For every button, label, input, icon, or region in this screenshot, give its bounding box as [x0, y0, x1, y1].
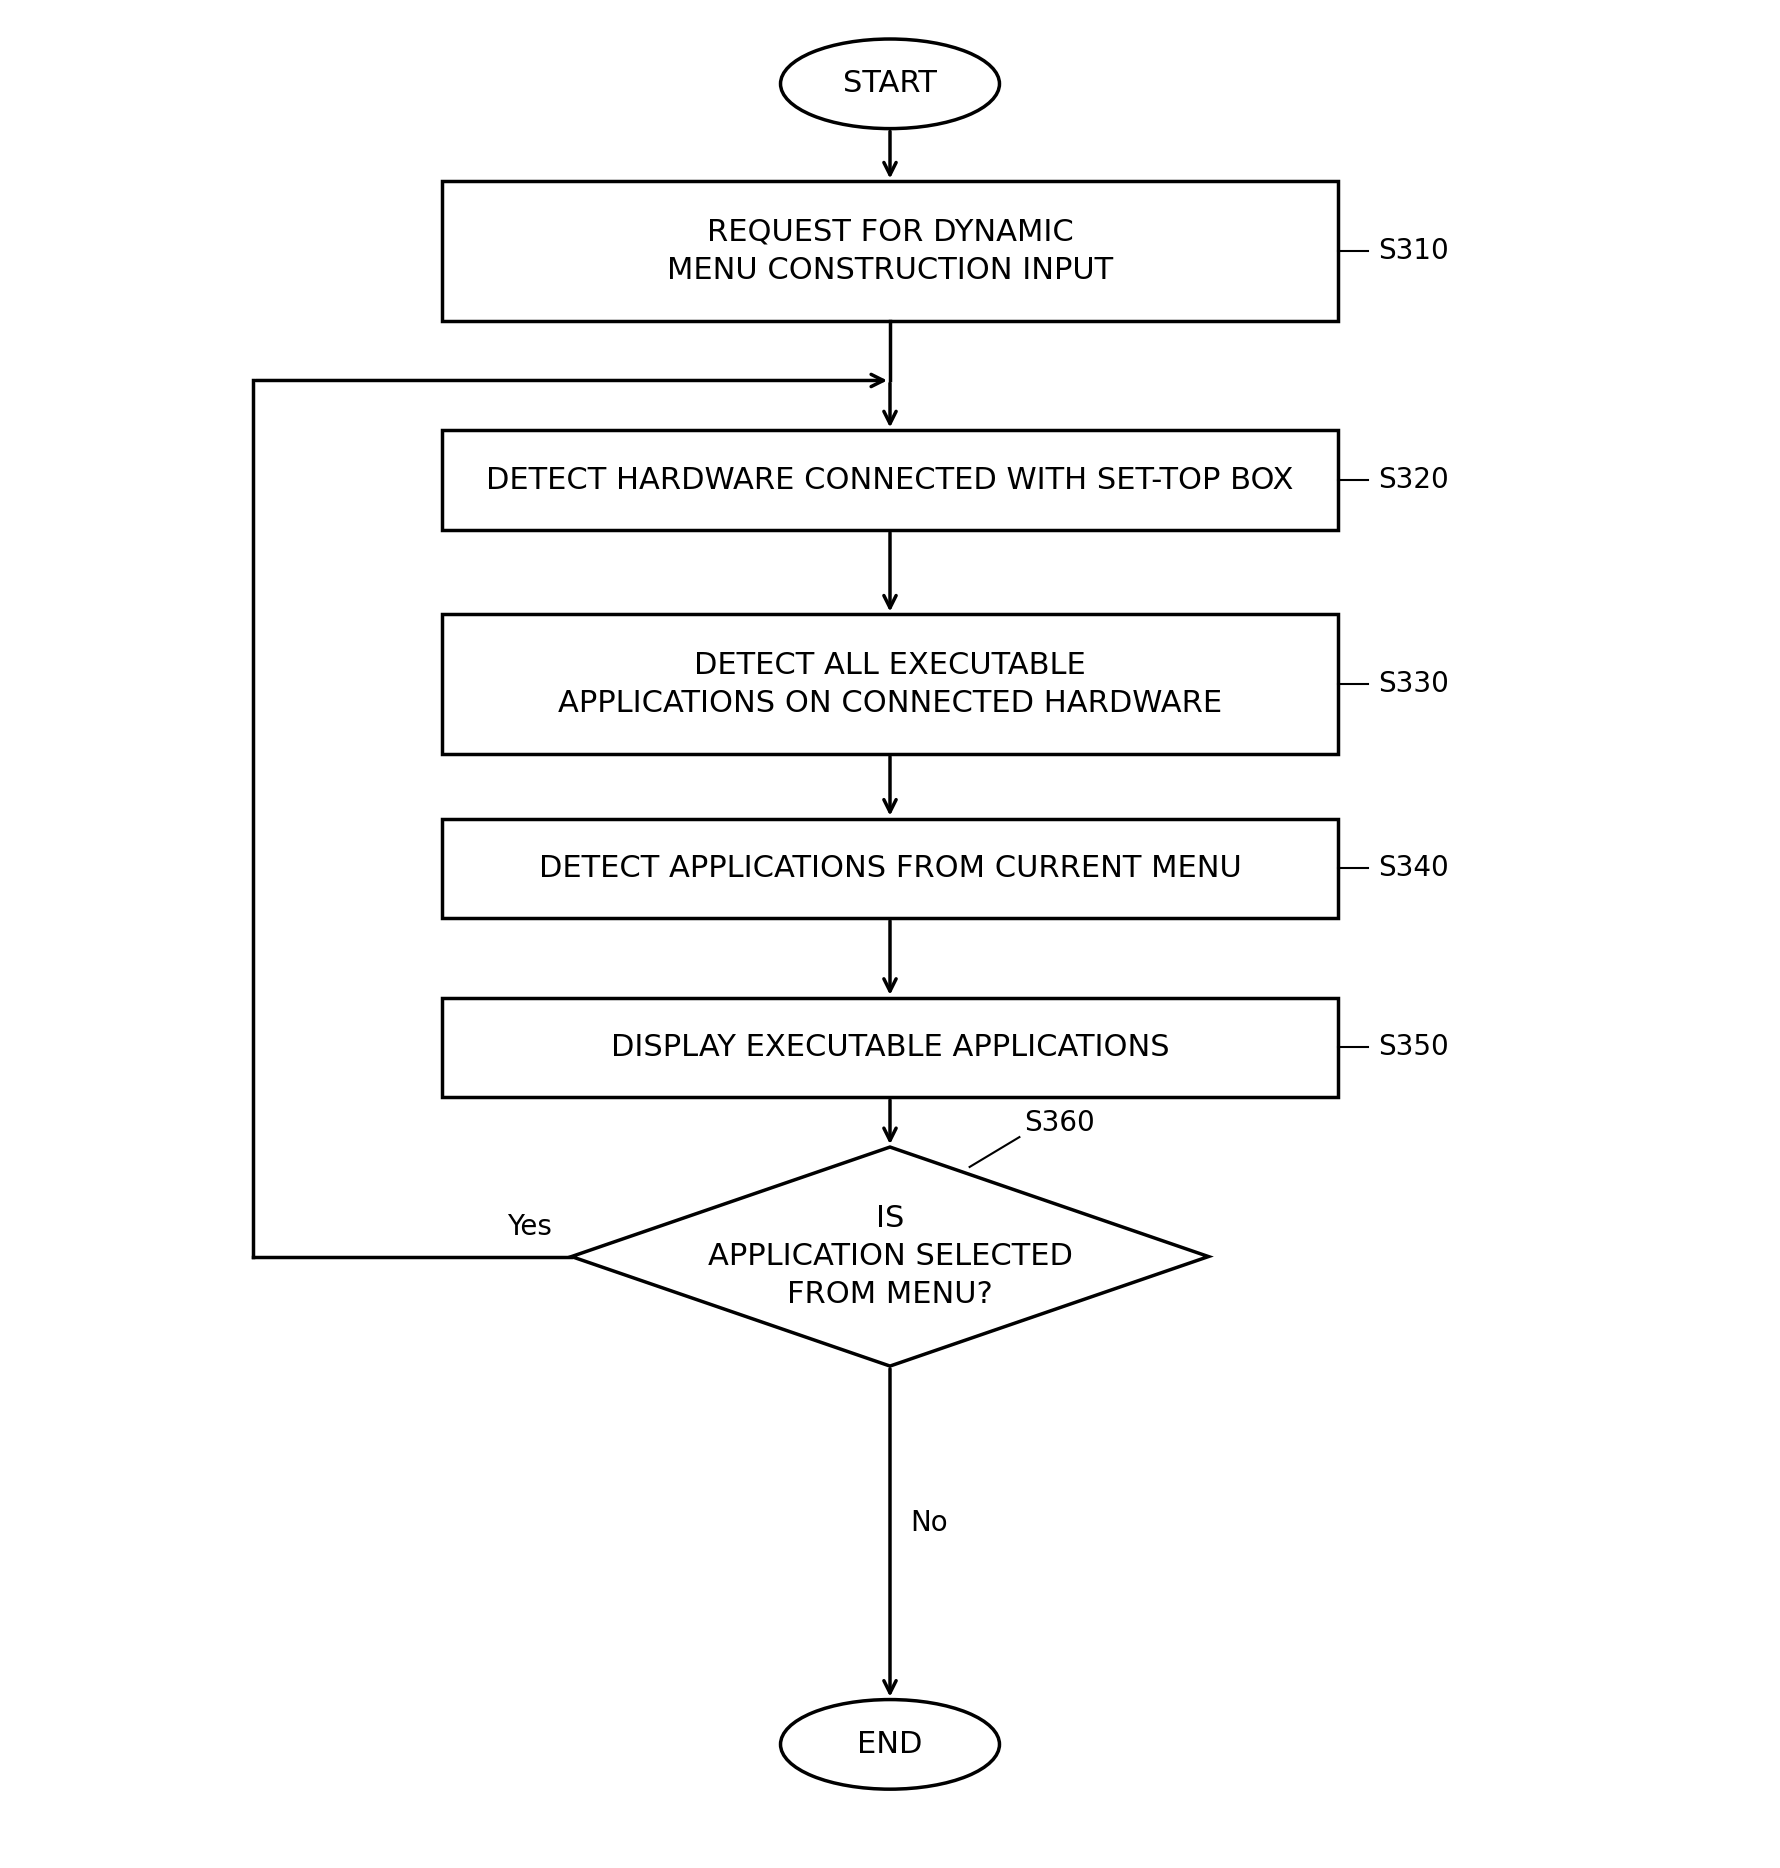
Ellipse shape	[780, 39, 1000, 129]
Text: S360: S360	[1023, 1110, 1095, 1138]
Bar	[441, 181, 1339, 321]
Text: END: END	[858, 1730, 922, 1760]
Text: S310: S310	[1378, 237, 1449, 265]
Bar	[441, 615, 1339, 755]
Text: DETECT HARDWARE CONNECTED WITH SET-TOP BOX: DETECT HARDWARE CONNECTED WITH SET-TOP B…	[486, 465, 1294, 495]
Text: S320: S320	[1378, 465, 1449, 493]
Text: REQUEST FOR DYNAMIC
MENU CONSTRUCTION INPUT: REQUEST FOR DYNAMIC MENU CONSTRUCTION IN…	[668, 217, 1112, 284]
Ellipse shape	[780, 1700, 1000, 1790]
Text: DETECT APPLICATIONS FROM CURRENT MENU: DETECT APPLICATIONS FROM CURRENT MENU	[539, 854, 1241, 884]
Text: START: START	[844, 69, 936, 99]
Text: S330: S330	[1378, 671, 1449, 699]
Bar	[441, 430, 1339, 531]
Bar	[441, 998, 1339, 1097]
Text: DETECT ALL EXECUTABLE
APPLICATIONS ON CONNECTED HARDWARE: DETECT ALL EXECUTABLE APPLICATIONS ON CO…	[557, 650, 1223, 717]
Bar	[441, 818, 1339, 917]
Text: DISPLAY EXECUTABLE APPLICATIONS: DISPLAY EXECUTABLE APPLICATIONS	[611, 1033, 1169, 1063]
Text: IS
APPLICATION SELECTED
FROM MENU?: IS APPLICATION SELECTED FROM MENU?	[708, 1203, 1072, 1309]
Polygon shape	[571, 1147, 1209, 1366]
Text: No: No	[910, 1509, 947, 1537]
Text: Yes: Yes	[507, 1212, 552, 1240]
Text: S340: S340	[1378, 854, 1449, 882]
Text: S350: S350	[1378, 1033, 1449, 1061]
